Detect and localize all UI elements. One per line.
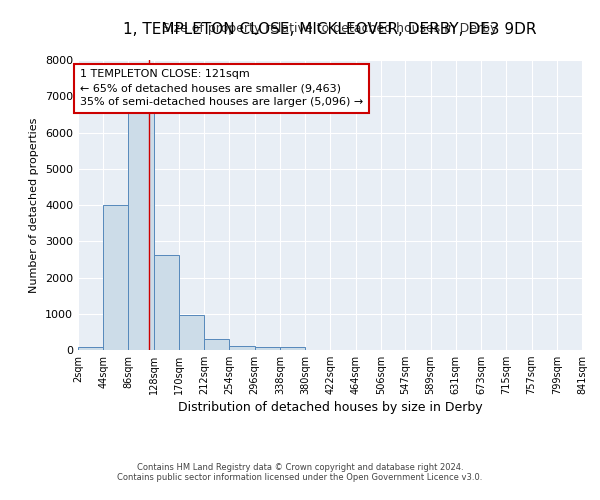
- Bar: [204, 339, 229, 350]
- Text: Contains public sector information licensed under the Open Government Licence v3: Contains public sector information licen…: [118, 474, 482, 482]
- Bar: [254, 346, 280, 350]
- Bar: [154, 255, 179, 350]
- Bar: [280, 346, 305, 350]
- Bar: [78, 348, 103, 350]
- Bar: [103, 205, 128, 350]
- Text: Contains HM Land Registry data © Crown copyright and database right 2024.: Contains HM Land Registry data © Crown c…: [137, 464, 463, 472]
- Bar: [179, 315, 204, 350]
- Bar: [229, 346, 254, 350]
- X-axis label: Distribution of detached houses by size in Derby: Distribution of detached houses by size …: [178, 402, 482, 414]
- Y-axis label: Number of detached properties: Number of detached properties: [29, 118, 40, 292]
- Text: 1, TEMPLETON CLOSE, MICKLEOVER, DERBY, DE3 9DR: 1, TEMPLETON CLOSE, MICKLEOVER, DERBY, D…: [123, 22, 537, 38]
- Text: 1 TEMPLETON CLOSE: 121sqm
← 65% of detached houses are smaller (9,463)
35% of se: 1 TEMPLETON CLOSE: 121sqm ← 65% of detac…: [80, 69, 363, 107]
- Bar: [128, 111, 154, 350]
- Title: Size of property relative to detached houses in Derby: Size of property relative to detached ho…: [163, 22, 497, 35]
